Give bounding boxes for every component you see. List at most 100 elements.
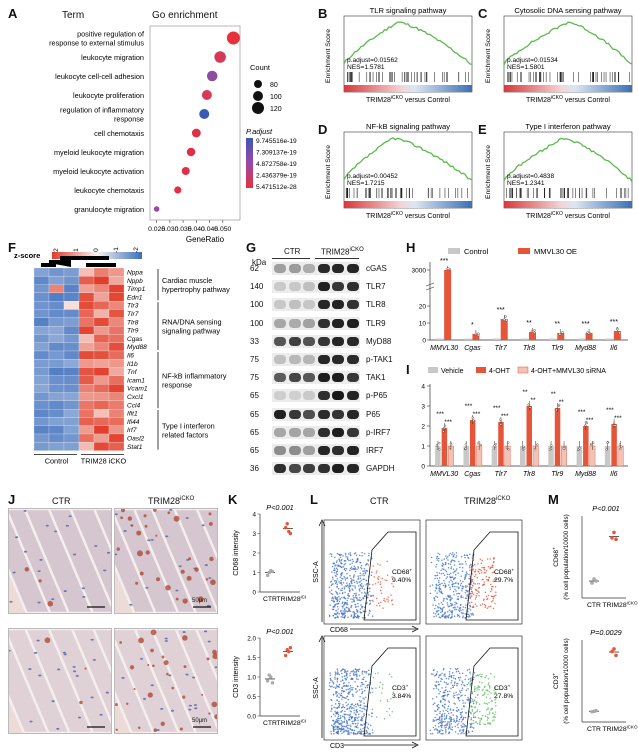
flow-event	[348, 583, 351, 585]
blot-band	[346, 464, 359, 474]
heatmap-cell	[33, 409, 50, 418]
flow-event	[377, 602, 380, 605]
flow-event	[343, 721, 345, 724]
flow-event	[336, 585, 338, 588]
stain-spot	[44, 637, 51, 644]
flow-event	[330, 707, 333, 710]
flow-event	[350, 688, 352, 691]
flow-event	[338, 704, 341, 707]
flow-event	[361, 683, 363, 686]
legend-p-label: 5.471512e-28	[256, 184, 297, 191]
flow-event	[451, 553, 453, 556]
flow-event	[439, 591, 441, 593]
flow-event	[478, 686, 481, 688]
flow-event	[475, 696, 477, 699]
enrichment-dot	[153, 206, 160, 212]
flow-event	[441, 559, 443, 561]
flow-event	[433, 702, 436, 704]
flow-event	[445, 577, 447, 580]
flow-event	[432, 687, 435, 690]
heatmap-cell	[93, 325, 110, 335]
flow-event	[339, 554, 341, 556]
flow-event	[443, 582, 446, 585]
bar	[554, 408, 561, 466]
flow-event	[483, 581, 486, 583]
flow-event	[460, 724, 462, 727]
category-label: Cgas	[464, 345, 481, 352]
flow-event	[460, 575, 462, 577]
flow-event	[334, 676, 336, 678]
flow-event	[358, 704, 360, 707]
flow-event	[458, 586, 460, 588]
blot-band	[303, 282, 315, 292]
flow-event	[459, 584, 462, 587]
flow-event	[356, 614, 359, 616]
flow-event	[354, 725, 356, 728]
flow-event	[441, 732, 444, 735]
flow-event	[471, 555, 474, 557]
flow-event	[470, 717, 473, 719]
flow-event	[489, 558, 491, 560]
flow-event	[469, 595, 471, 597]
flow-event	[330, 599, 333, 601]
flow-event	[440, 726, 443, 729]
blot-protein-label: TLR8	[366, 300, 386, 310]
legend-count-label: 80	[270, 82, 278, 89]
flow-event	[352, 723, 355, 725]
flow-event	[471, 580, 474, 583]
flow-event	[336, 568, 339, 571]
flow-event	[461, 719, 464, 721]
flow-event	[464, 597, 467, 600]
heatmap-cell	[63, 284, 80, 293]
flow-event	[449, 602, 452, 605]
flow-event	[442, 668, 445, 671]
flow-event	[353, 716, 356, 719]
nucleus	[9, 649, 11, 652]
flow-event	[457, 595, 459, 598]
blot-protein-label: GAPDH	[366, 464, 395, 474]
flow-event	[380, 592, 383, 595]
stain-spot	[147, 663, 150, 667]
heatmap-cell	[33, 276, 50, 285]
nucleus	[150, 684, 154, 687]
stain-spot	[211, 701, 217, 708]
significance: ***	[497, 307, 505, 314]
flow-event	[456, 710, 458, 713]
flow-event	[473, 712, 476, 714]
flow-event	[464, 560, 467, 563]
flow-event	[458, 615, 461, 618]
flow-event	[351, 706, 353, 709]
flow-event	[362, 715, 364, 718]
gsea-x-label: TRIM28iCKO versus Control	[366, 211, 450, 220]
flow-event	[438, 585, 441, 588]
gene-label: Myd88	[127, 344, 147, 351]
blot-band	[274, 427, 286, 437]
data-point	[450, 443, 453, 446]
nucleus	[65, 524, 69, 527]
legend-count-label: 120	[270, 106, 282, 113]
flow-event	[460, 563, 462, 565]
x-tick-label: 0.045	[201, 226, 218, 233]
flow-event	[342, 607, 344, 609]
flow-event	[479, 604, 482, 606]
flow-event	[441, 678, 443, 681]
heatmap-cell	[63, 342, 80, 352]
data-point	[577, 448, 580, 451]
flow-event	[462, 608, 464, 611]
x-sup: iCKO	[301, 595, 306, 600]
flow-event	[392, 585, 395, 588]
heatmap-cell	[78, 425, 95, 435]
flow-event	[445, 557, 448, 559]
flow-event	[342, 690, 344, 692]
y-tick-label: 0	[421, 464, 425, 471]
blot-band	[332, 264, 344, 273]
nucleus	[23, 550, 28, 553]
flow-event	[445, 709, 447, 712]
blot-band	[332, 391, 344, 401]
flow-event	[432, 720, 434, 722]
flow-event	[487, 713, 489, 716]
flow-event	[447, 562, 450, 565]
flow-event	[338, 595, 340, 598]
flow-event	[344, 563, 347, 565]
flow-event	[336, 728, 338, 731]
